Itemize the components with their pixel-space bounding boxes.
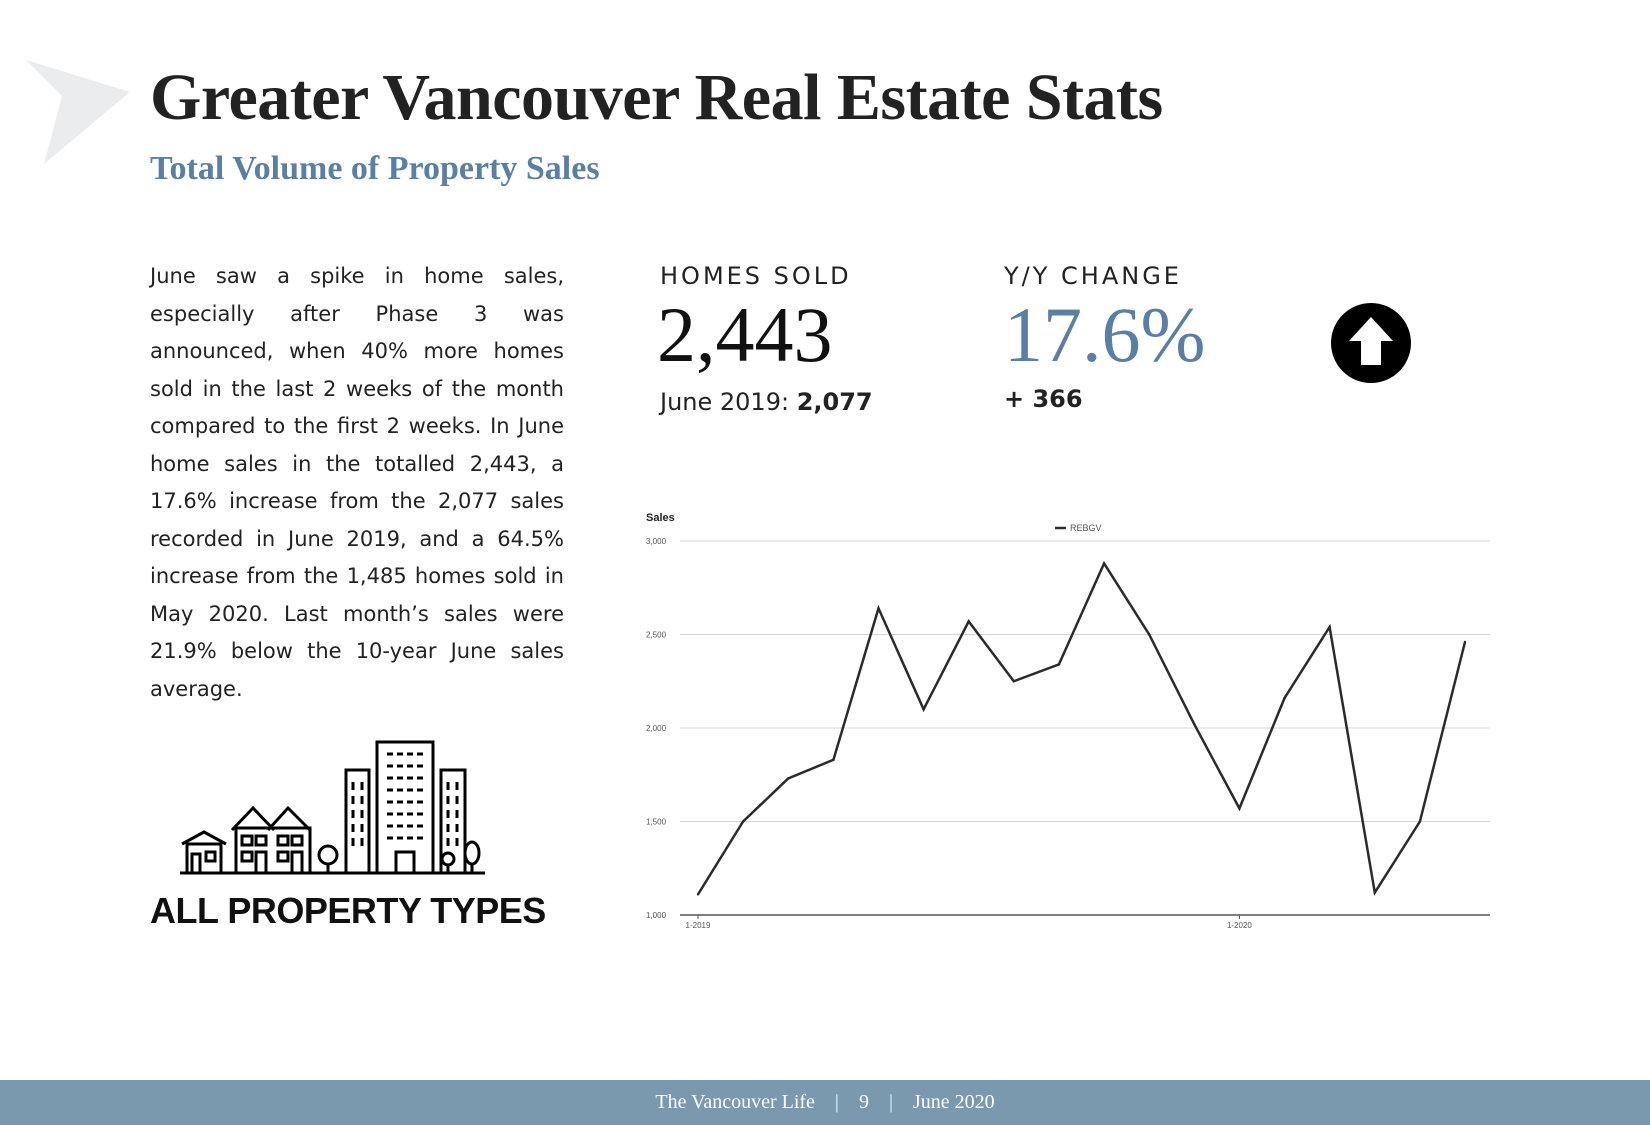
page-subtitle: Total Volume of Property Sales [150, 150, 600, 187]
data-point [922, 708, 925, 711]
data-point [1193, 723, 1196, 726]
data-point [1418, 820, 1422, 823]
property-types-label: ALL PROPERTY TYPES [150, 890, 546, 931]
y-tick-label: 2,000 [646, 724, 667, 733]
arrow-up-circle-icon [1331, 303, 1411, 383]
homes-sold-label: HOMES SOLD [660, 262, 852, 290]
data-point [1463, 640, 1467, 644]
data-point [1102, 562, 1106, 565]
footer-date: June 2020 [912, 1091, 995, 1113]
data-point [1012, 680, 1016, 683]
footer-page-number: 9 [858, 1091, 869, 1113]
x-tick-label: 1-2019 [686, 921, 711, 930]
data-point [787, 777, 790, 780]
comparison-label: June 2019: [660, 388, 790, 416]
footer-publication: The Vancouver Life [655, 1091, 815, 1113]
arrow-logo-icon [26, 60, 130, 164]
data-point [1283, 696, 1286, 700]
buildings-icon [180, 740, 485, 875]
data-point [1057, 663, 1061, 666]
y-tick-label: 2,500 [646, 631, 667, 640]
data-point [1147, 633, 1151, 636]
sales-line-chart: Sales 1,000 1,500 2,000 2,500 3,000 1-2019 1-20… [646, 512, 1490, 930]
y-axis-label: Sales [646, 512, 675, 524]
comparison-value: 2,077 [796, 388, 873, 416]
yy-change-label: Y/Y CHANGE [1004, 262, 1182, 290]
yy-change-value: 17.6% [1004, 291, 1206, 378]
data-point [1238, 807, 1241, 810]
homes-sold-value: 2,443 [657, 291, 833, 378]
legend-label: REBGV [1070, 523, 1102, 533]
y-tick-label: 1,000 [646, 911, 667, 920]
y-tick-label: 3,000 [646, 537, 667, 546]
series-line-rebgv [696, 560, 1467, 897]
body-paragraph: June saw a spike in home sales, especial… [150, 264, 564, 701]
page-title: Greater Vancouver Real Estate Stats [150, 61, 1163, 134]
y-tick-label: 1,500 [646, 818, 667, 827]
data-point [877, 607, 880, 610]
data-point [696, 893, 700, 896]
x-tick-label: 1-2020 [1227, 921, 1252, 930]
homes-sold-comparison: June 2019: 2,077 [660, 388, 873, 416]
footer-separator: | [888, 1091, 893, 1113]
data-point [832, 758, 835, 761]
data-point [1328, 625, 1331, 629]
data-point [1373, 891, 1376, 894]
data-point [741, 820, 745, 823]
footer-separator: | [834, 1091, 839, 1113]
yy-change-delta: + 366 [1004, 385, 1083, 413]
footer-bar: The Vancouver Life | 9 | June 2020 [0, 1080, 1650, 1125]
data-point [967, 620, 970, 623]
